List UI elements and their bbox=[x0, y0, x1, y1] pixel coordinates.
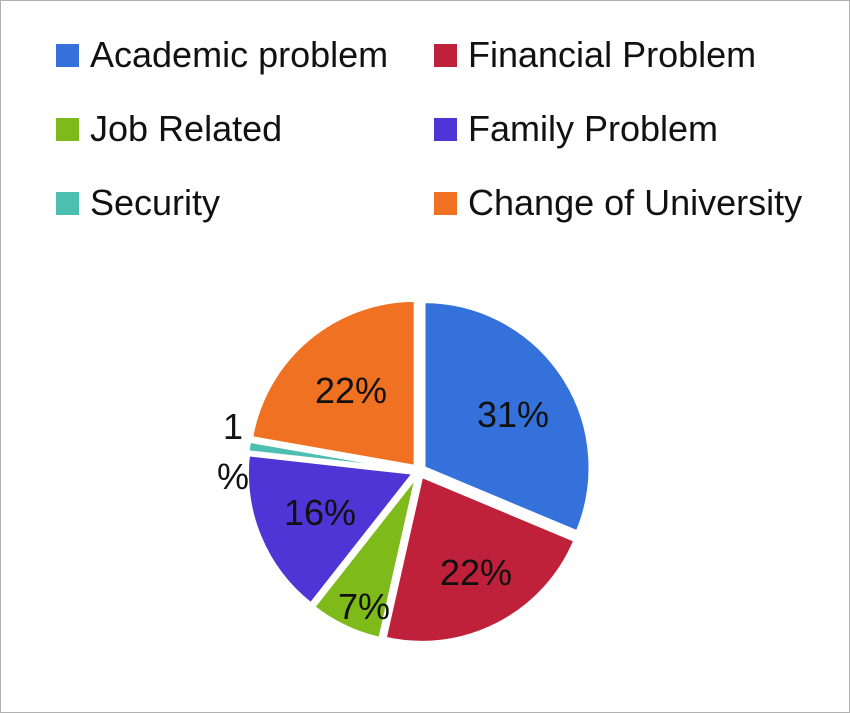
legend-item-family-problem: Family Problem bbox=[434, 110, 846, 148]
legend-swatch-academic-problem bbox=[56, 43, 79, 67]
pie-slice-financial-problem bbox=[383, 474, 577, 644]
legend-label-financial-problem: Financial Problem bbox=[468, 34, 757, 75]
slice-label-financial-problem: 22% bbox=[440, 552, 512, 593]
legend-swatch-change-of-university bbox=[434, 191, 457, 215]
legend-label-family-problem: Family Problem bbox=[468, 108, 719, 149]
legend-item-financial-problem: Financial Problem bbox=[434, 36, 846, 74]
legend-item-academic-problem: Academic problem bbox=[56, 36, 434, 74]
slice-label-security: 1% bbox=[217, 406, 249, 497]
legend-label-security: Security bbox=[90, 182, 221, 223]
slice-label-job-related: 7% bbox=[338, 586, 390, 627]
legend-label-job-related: Job Related bbox=[90, 108, 283, 149]
pie-slice-change-of-university bbox=[250, 298, 417, 468]
pie-slice-security bbox=[246, 439, 415, 472]
legend-item-change-of-university: Change of University bbox=[434, 184, 846, 222]
chart-legend: Academic problem Financial Problem Job R… bbox=[56, 36, 846, 222]
slice-label-change-of-university: 22% bbox=[315, 370, 387, 411]
legend-item-job-related: Job Related bbox=[56, 110, 434, 148]
legend-swatch-security bbox=[56, 191, 79, 215]
pie-slice-academic-problem bbox=[422, 300, 592, 534]
slice-label-family-problem: 16% bbox=[284, 492, 356, 533]
legend-swatch-job-related bbox=[56, 117, 79, 141]
legend-swatch-financial-problem bbox=[434, 43, 457, 67]
legend-label-change-of-university: Change of University bbox=[468, 182, 803, 223]
pie-slice-family-problem bbox=[245, 453, 415, 606]
legend-swatch-family-problem bbox=[434, 117, 457, 141]
legend-item-security: Security bbox=[56, 184, 434, 222]
legend-label-academic-problem: Academic problem bbox=[90, 34, 389, 75]
slice-label-academic-problem: 31% bbox=[477, 394, 549, 435]
pie-slice-job-related bbox=[312, 474, 418, 640]
